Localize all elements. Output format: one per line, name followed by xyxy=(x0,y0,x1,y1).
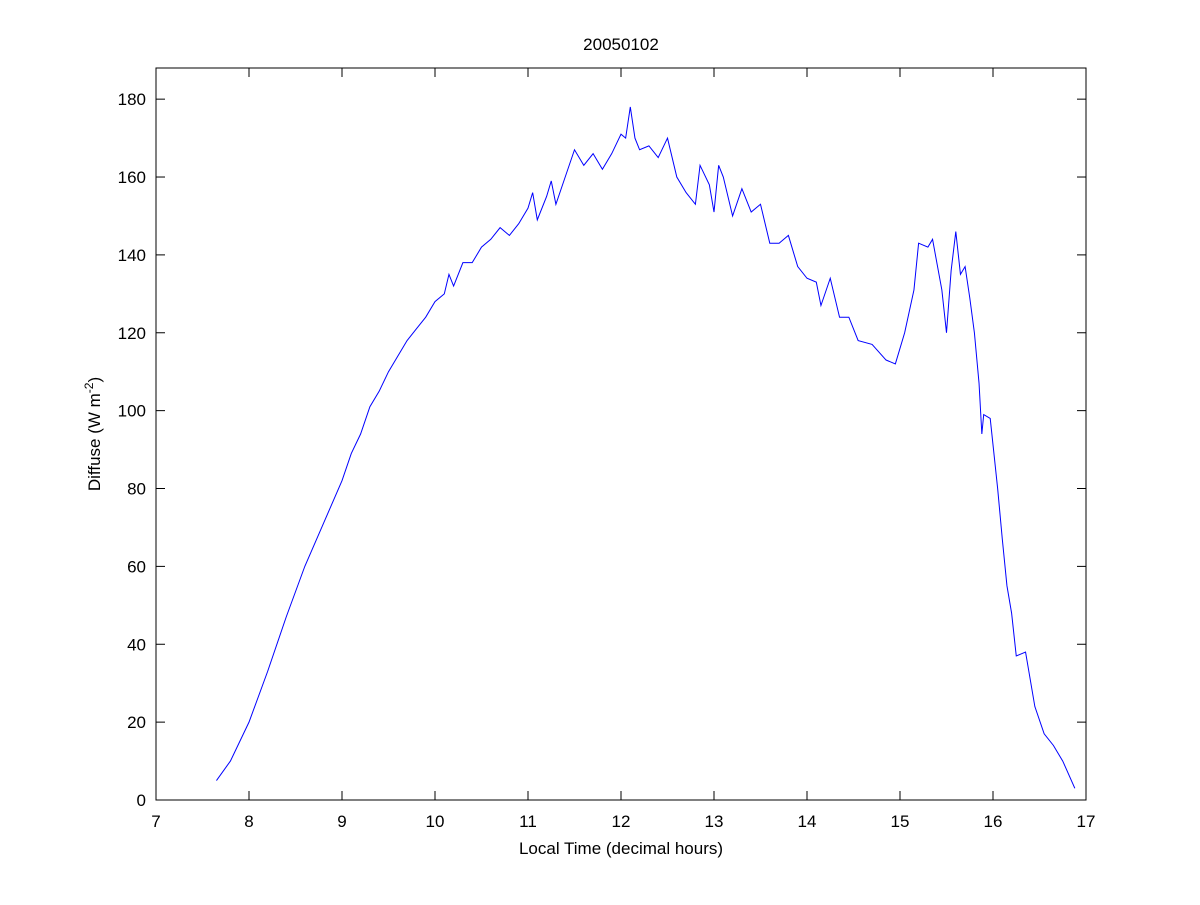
y-tick-label: 60 xyxy=(127,557,146,576)
y-tick-label: 160 xyxy=(118,168,146,187)
line xyxy=(216,106,1076,789)
x-tick-label: 7 xyxy=(151,812,160,831)
y-tick-label: 80 xyxy=(127,480,146,499)
y-label-sup: -2 xyxy=(82,382,96,393)
y-tick-label: 40 xyxy=(127,635,146,654)
x-tick-label: 9 xyxy=(337,812,346,831)
x-tick-label: 8 xyxy=(244,812,253,831)
x-tick-label: 14 xyxy=(798,812,817,831)
x-tick-label: 12 xyxy=(612,812,631,831)
y-tick-label: 140 xyxy=(118,246,146,265)
x-tick-label: 17 xyxy=(1077,812,1096,831)
x-tick-label: 10 xyxy=(426,812,445,831)
x-tick-label: 11 xyxy=(519,812,537,831)
y-tick-label: 120 xyxy=(118,324,146,343)
y-axis-label: Diffuse (W m-2) xyxy=(82,377,104,491)
y-tick-label: 180 xyxy=(118,90,146,109)
y-label-text: Diffuse (W m xyxy=(85,393,104,491)
x-tick-label: 13 xyxy=(705,812,724,831)
y-label-close: ) xyxy=(85,377,104,383)
x-tick-label: 16 xyxy=(984,812,1003,831)
y-tick-label: 0 xyxy=(137,791,146,810)
plot-area xyxy=(155,67,1087,801)
y-tick-label: 100 xyxy=(118,402,146,421)
x-axis-label: Local Time (decimal hours) xyxy=(519,839,723,858)
x-tick-label: 15 xyxy=(891,812,910,831)
y-tick-label: 20 xyxy=(127,713,146,732)
chart-title: 20050102 xyxy=(583,35,659,54)
